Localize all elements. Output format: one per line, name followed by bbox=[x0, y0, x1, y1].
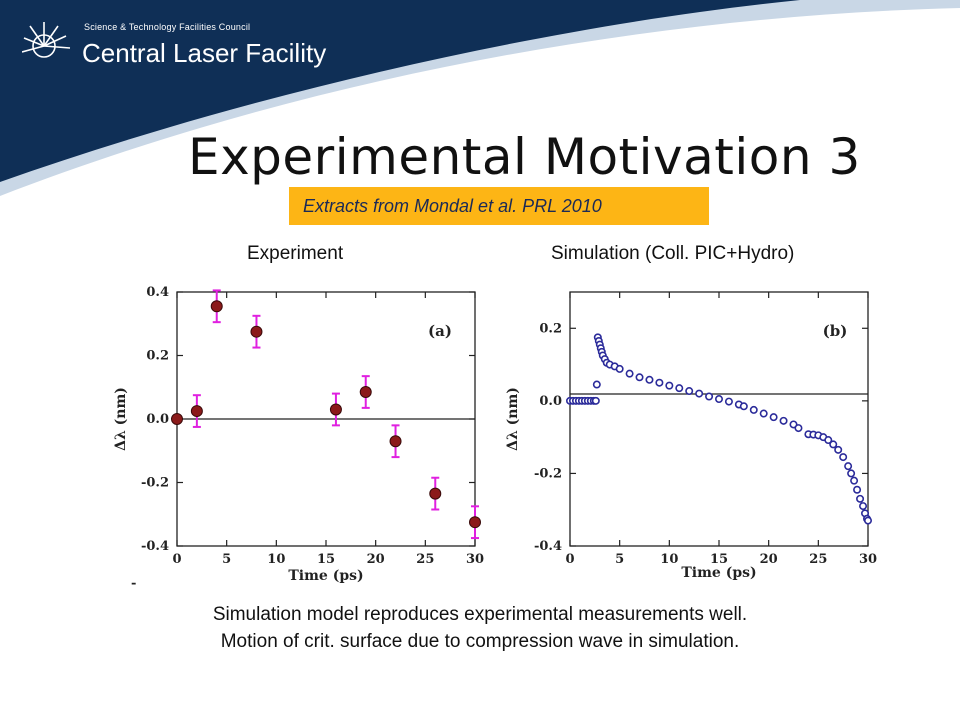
x-tick-label: 20 bbox=[367, 552, 385, 567]
data-point bbox=[429, 487, 442, 500]
data-point bbox=[695, 389, 704, 398]
simulation-chart: 0 5 10 15 20 25 30 -0.4 -0.2 0.0 0.2 (b) Time (ps… bbox=[505, 291, 877, 581]
data-point bbox=[592, 380, 601, 389]
x-tick-label: 25 bbox=[416, 552, 434, 567]
data-point bbox=[794, 424, 803, 433]
y-tick-label: 0.2 bbox=[539, 321, 562, 336]
data-point bbox=[779, 416, 788, 425]
y-tick-label: 0.0 bbox=[146, 412, 169, 427]
panel-label: (b) bbox=[823, 322, 848, 340]
data-point bbox=[715, 395, 724, 404]
data-point bbox=[844, 462, 853, 471]
sunburst-icon bbox=[22, 22, 71, 58]
x-tick-label: 20 bbox=[760, 552, 778, 567]
x-tick-label: 15 bbox=[317, 552, 335, 567]
data-point bbox=[359, 386, 372, 399]
panel-label: (a) bbox=[428, 322, 452, 340]
data-point bbox=[769, 413, 778, 422]
caption-line: Motion of crit. surface due to compressi… bbox=[220, 631, 740, 652]
y-axis-label: Δλ (nm) bbox=[505, 387, 521, 451]
data-point bbox=[856, 494, 865, 503]
y-tick-label: -0.4 bbox=[534, 539, 562, 554]
data-point bbox=[469, 516, 481, 529]
slide-title: Experimental Motivation 3 bbox=[188, 128, 861, 186]
data-point bbox=[829, 440, 838, 449]
data-point bbox=[675, 384, 684, 393]
x-tick-label: 5 bbox=[222, 552, 231, 567]
x-tick-label: 25 bbox=[809, 552, 827, 567]
data-point bbox=[665, 381, 674, 390]
data-point bbox=[847, 469, 856, 478]
data-point bbox=[329, 403, 342, 416]
x-axis-label: Time (ps) bbox=[288, 568, 363, 584]
stfc-logo: Science & Technology Facilities Council … bbox=[22, 14, 326, 84]
plot-frame bbox=[569, 291, 869, 547]
data-point bbox=[645, 375, 654, 384]
logo-council-name: Science & Technology Facilities Council bbox=[84, 22, 251, 32]
data-point bbox=[759, 409, 768, 418]
x-tick-label: 30 bbox=[466, 552, 484, 567]
x-tick-label: 15 bbox=[710, 552, 728, 567]
data-point bbox=[210, 300, 223, 313]
data-point bbox=[625, 369, 634, 378]
data-point bbox=[850, 476, 859, 485]
experiment-chart: 0 5 10 15 20 25 30 -0.4 -0.2 0.0 0.2 0.4 (a) Time … bbox=[113, 285, 484, 591]
data-point bbox=[724, 397, 733, 406]
y-axis-label: Δλ (nm) bbox=[113, 387, 129, 451]
x-ticks: 0 5 10 15 20 25 30 bbox=[565, 292, 877, 567]
data-point bbox=[190, 405, 203, 418]
y-tick-label: -0.4 bbox=[141, 539, 169, 554]
x-ticks: 0 5 10 15 20 25 30 bbox=[172, 292, 484, 567]
data-point bbox=[615, 364, 624, 373]
data-points bbox=[565, 333, 872, 525]
caption-line: Simulation model reproduces experimental… bbox=[212, 604, 748, 625]
data-point bbox=[834, 445, 843, 454]
y-tick-label: 0.2 bbox=[146, 349, 169, 364]
x-axis-label: Time (ps) bbox=[681, 565, 756, 581]
data-point bbox=[824, 436, 833, 445]
data-point bbox=[739, 402, 748, 411]
data-points bbox=[171, 289, 481, 540]
footer-fragment: - bbox=[131, 576, 136, 591]
data-point bbox=[705, 392, 714, 401]
citation-box: Extracts from Mondal et al. PRL 2010 bbox=[289, 187, 709, 225]
y-ticks: -0.4 -0.2 0.0 0.2 bbox=[534, 321, 868, 554]
x-tick-label: 0 bbox=[565, 552, 574, 567]
x-tick-label: 10 bbox=[267, 552, 285, 567]
data-point bbox=[655, 378, 664, 387]
data-point bbox=[685, 387, 694, 396]
data-point bbox=[839, 453, 848, 462]
header-banner bbox=[0, 0, 960, 196]
y-tick-label: -0.2 bbox=[141, 476, 169, 491]
data-point bbox=[635, 373, 644, 382]
data-point bbox=[389, 435, 402, 448]
x-tick-label: 10 bbox=[660, 552, 678, 567]
data-point bbox=[250, 325, 263, 338]
data-point bbox=[853, 485, 862, 494]
logo-facility-name: Central Laser Facility bbox=[82, 38, 327, 68]
y-tick-label: -0.2 bbox=[534, 466, 562, 481]
data-point bbox=[863, 516, 872, 525]
banner-navy-shape bbox=[0, 0, 800, 182]
x-tick-label: 5 bbox=[615, 552, 624, 567]
data-point bbox=[171, 413, 183, 425]
simulation-heading: Simulation (Coll. PIC+Hydro) bbox=[551, 243, 795, 264]
y-tick-label: 0.4 bbox=[146, 285, 169, 300]
x-tick-label: 30 bbox=[859, 552, 877, 567]
slide-caption: Simulation model reproduces experimental… bbox=[0, 601, 960, 655]
y-tick-label: 0.0 bbox=[539, 394, 562, 409]
data-point bbox=[591, 396, 600, 405]
x-tick-label: 0 bbox=[172, 552, 181, 567]
data-point bbox=[749, 405, 758, 414]
experiment-heading: Experiment bbox=[247, 243, 344, 264]
y-ticks: -0.4 -0.2 0.0 0.2 0.4 bbox=[141, 285, 475, 554]
data-point bbox=[859, 502, 868, 511]
